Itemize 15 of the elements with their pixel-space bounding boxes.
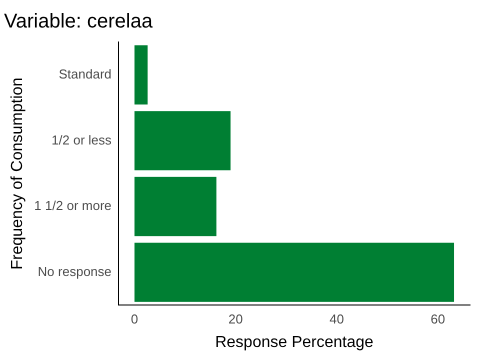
x-tick-label: 40 xyxy=(329,312,344,327)
y-tick-label: Standard xyxy=(58,66,112,82)
bar xyxy=(134,176,216,236)
bar xyxy=(134,45,148,105)
y-tick-label: 1/2 or less xyxy=(52,132,112,148)
x-tick-label: 60 xyxy=(430,312,446,327)
y-tick-label: No response xyxy=(38,264,112,279)
y-tick-label: 1 1/2 or more xyxy=(34,198,112,214)
bar xyxy=(134,111,231,170)
y-axis-title: Frequency of Consumption xyxy=(9,78,26,270)
chart-title: Variable: cerelaa xyxy=(4,10,154,33)
bar xyxy=(134,242,454,302)
x-tick-label: 0 xyxy=(130,312,138,327)
x-axis-title: Response Percentage xyxy=(215,334,374,351)
x-tick-label: 20 xyxy=(228,312,243,327)
